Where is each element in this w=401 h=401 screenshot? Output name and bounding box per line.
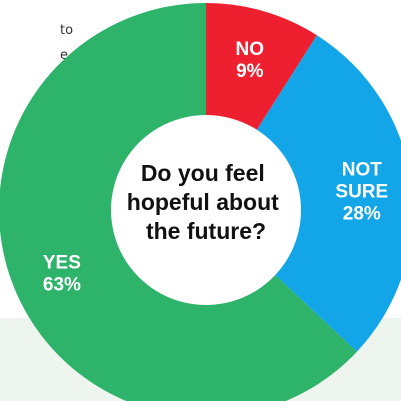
slice-category-label: SURE [335, 181, 388, 202]
chart-title-line: the future? [146, 218, 266, 244]
donut-hole [111, 115, 301, 305]
slice-category-label: NO [236, 39, 265, 60]
text-fragment: to [60, 23, 74, 38]
slice-label-group: NO 9% NOT SURE 28% YES 63% [43, 39, 388, 295]
chart-title: Do you feel hopeful about the future? [127, 160, 285, 244]
text-fragment: e [60, 48, 68, 63]
slice-value-label: 28% [343, 203, 381, 224]
slice-label: NO 9% [236, 39, 265, 82]
slice-value-label: 9% [236, 61, 264, 82]
pie-slice [206, 35, 401, 352]
slice-value-label: 63% [43, 274, 81, 295]
slice-category-label: NOT [342, 159, 383, 180]
slice-label: YES 63% [43, 252, 81, 295]
slice-label: NOT SURE 28% [335, 159, 388, 224]
slice-category-label: YES [43, 252, 81, 273]
chart-title-line: Do you feel [141, 160, 265, 186]
chart-title-line: hopeful about [127, 189, 279, 215]
